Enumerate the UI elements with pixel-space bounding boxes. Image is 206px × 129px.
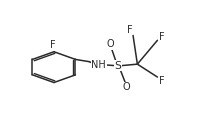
Text: F: F	[158, 32, 164, 42]
Text: O: O	[122, 82, 129, 92]
Text: F: F	[127, 25, 132, 35]
Text: NH: NH	[91, 60, 106, 70]
Text: F: F	[158, 76, 164, 86]
Text: O: O	[106, 39, 113, 49]
Text: S: S	[114, 61, 121, 71]
Text: F: F	[50, 40, 56, 50]
